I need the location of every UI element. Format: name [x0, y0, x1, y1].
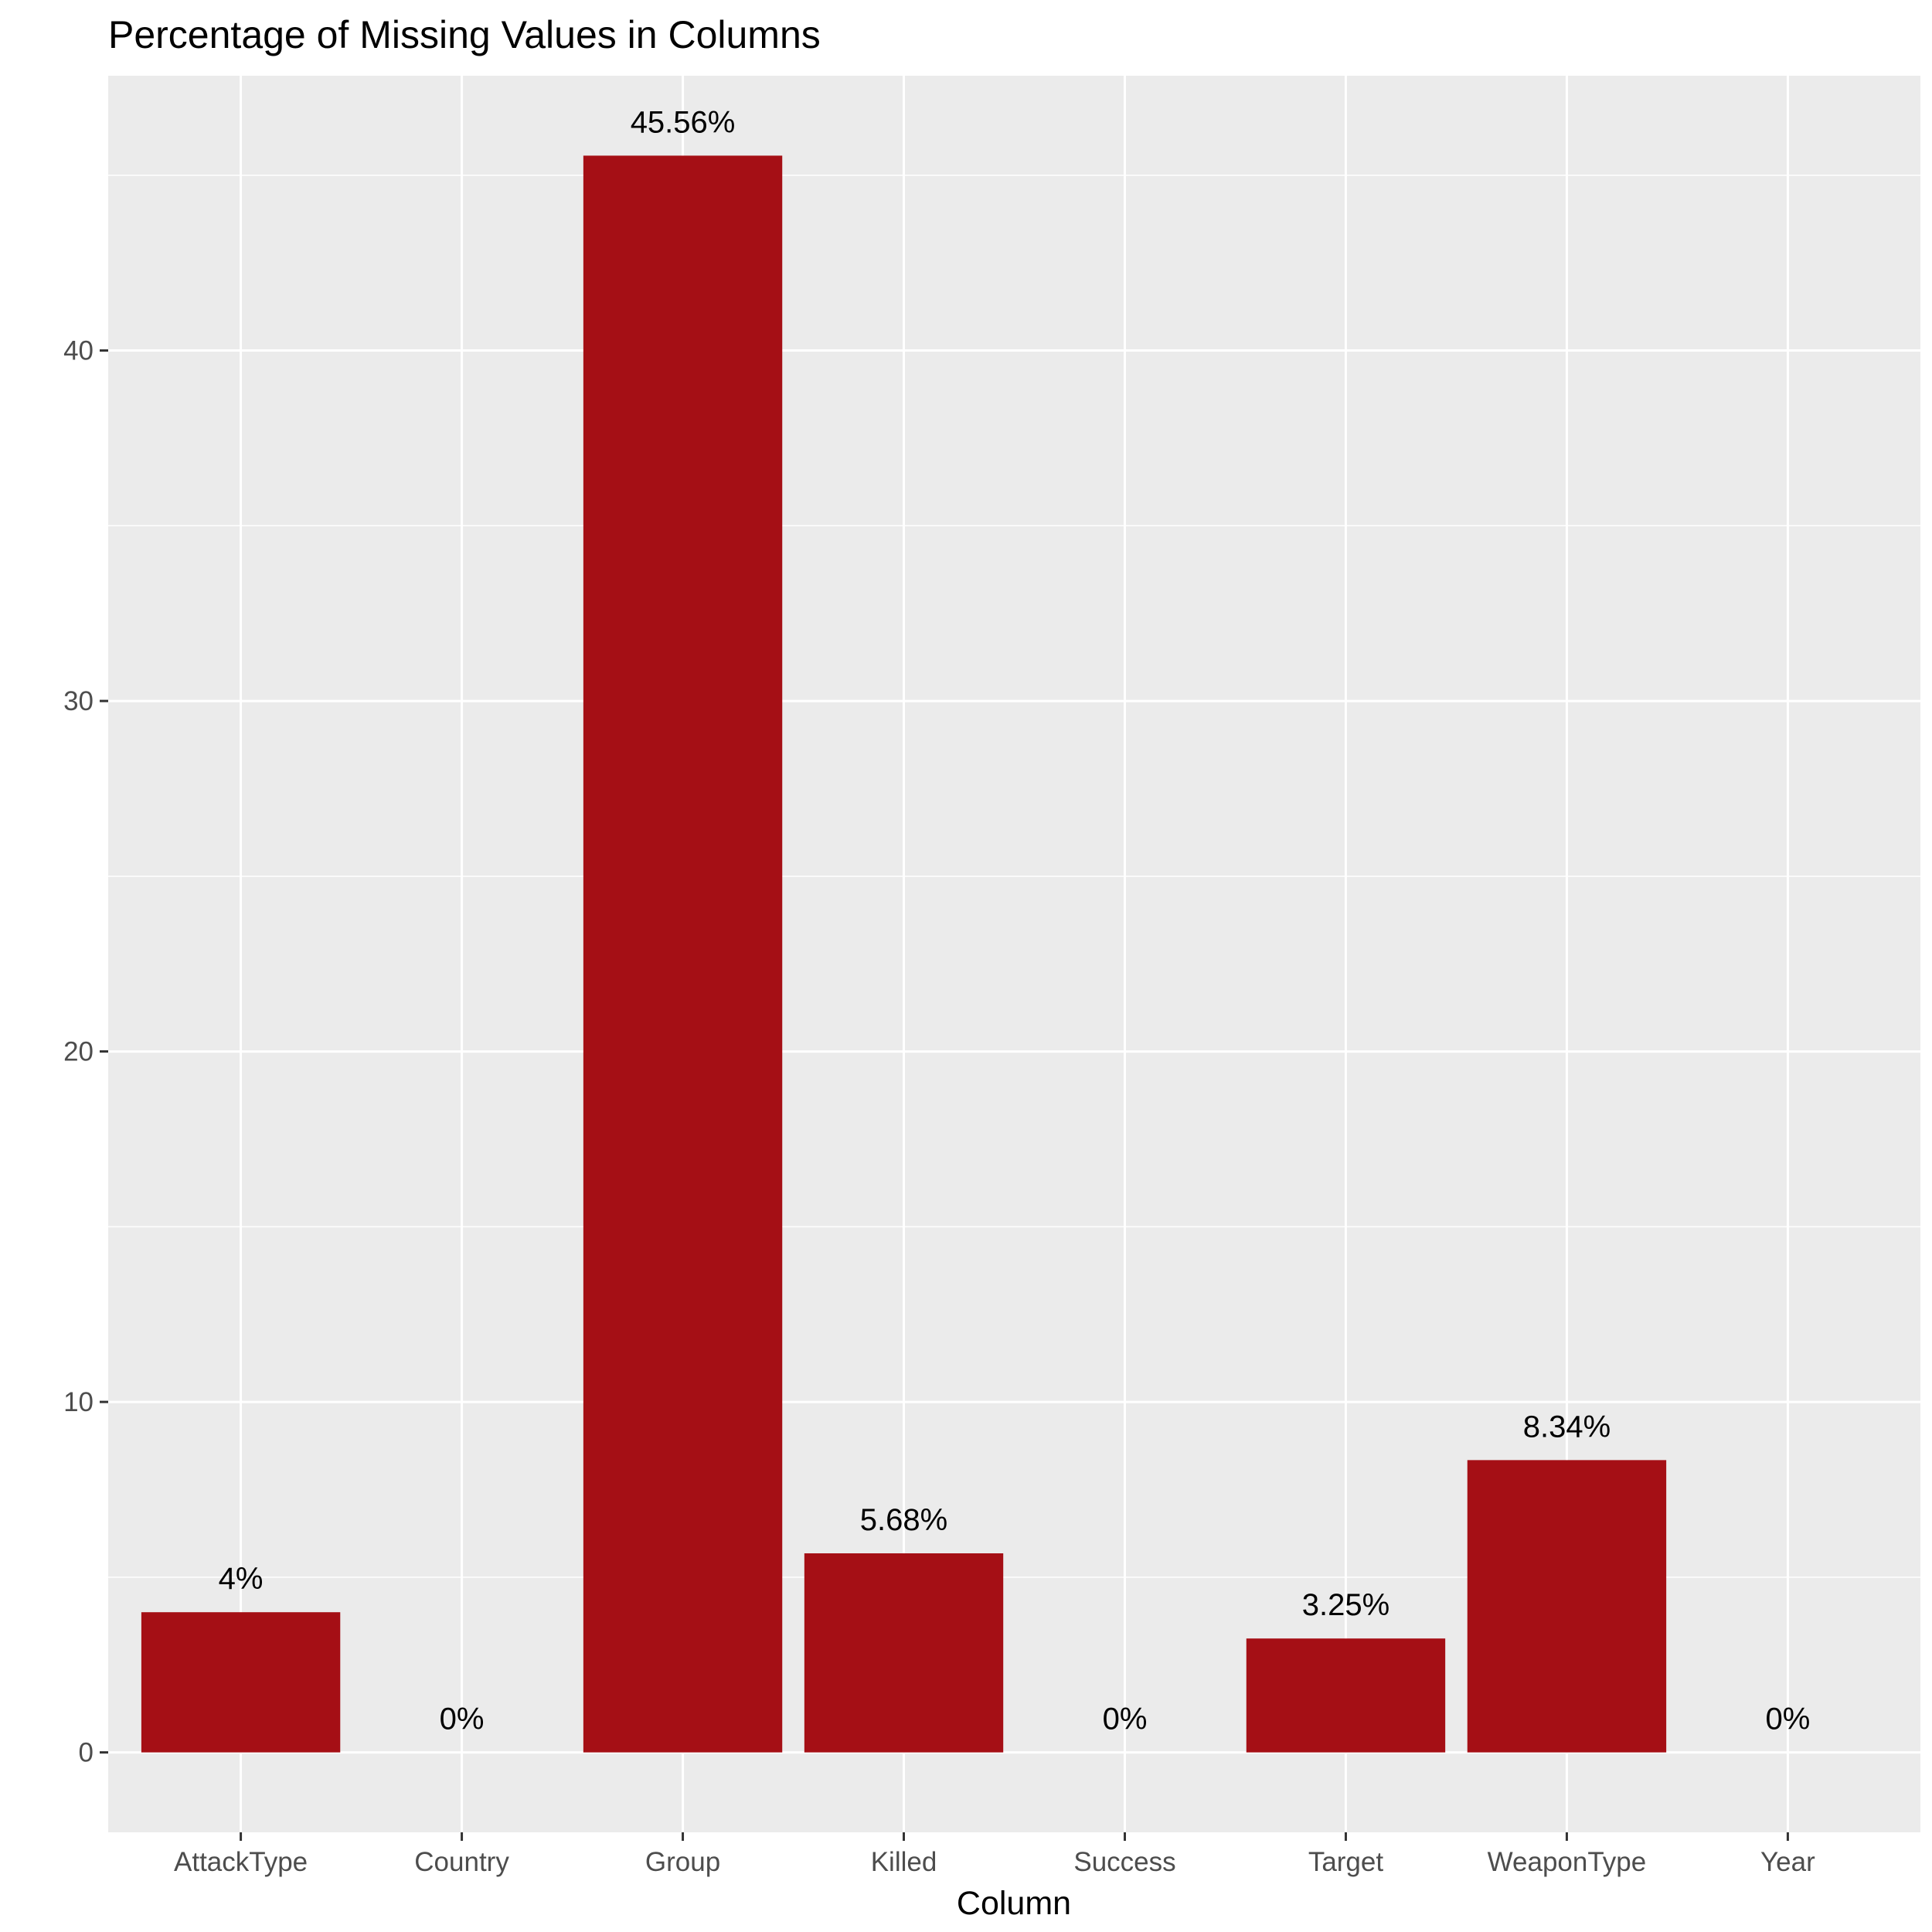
x-tick-label: Target	[1308, 1847, 1384, 1877]
x-tick-label: AttackType	[174, 1847, 308, 1877]
bars	[141, 155, 1667, 1753]
chart-title: Percentage of Missing Values in Columns	[108, 13, 821, 56]
x-axis-title: Column	[957, 1885, 1071, 1922]
x-tick-label: Killed	[871, 1847, 937, 1877]
data-label-group: 45.56%	[631, 105, 736, 139]
bar-killed	[804, 1553, 1004, 1753]
data-label-success: 0%	[1103, 1702, 1148, 1736]
bar-attacktype	[141, 1612, 341, 1753]
x-tick-label: Country	[414, 1847, 509, 1877]
y-tick-label: 40	[63, 336, 94, 366]
y-tick-label: 0	[79, 1738, 94, 1768]
major-gridlines	[108, 76, 1920, 1832]
data-label-country: 0%	[440, 1702, 485, 1736]
data-label-year: 0%	[1766, 1702, 1811, 1736]
y-tick-label: 10	[63, 1387, 94, 1417]
x-tick-label: Year	[1760, 1847, 1815, 1877]
x-axis: AttackType Country Group Killed Success Targe…	[174, 1832, 1815, 1877]
bar-target	[1246, 1638, 1446, 1753]
data-label-attacktype: 4%	[219, 1562, 264, 1596]
data-labels: 4% 0% 45.56% 5.68% 0% 3.25% 8.34% 0%	[219, 105, 1811, 1736]
y-axis: 0 10 20 30 40	[63, 336, 108, 1768]
y-tick-label: 30	[63, 686, 94, 716]
data-label-weapontype: 8.34%	[1523, 1410, 1611, 1444]
bar-weapontype	[1467, 1460, 1667, 1753]
x-tick-label: WeaponType	[1488, 1847, 1647, 1877]
data-label-target: 3.25%	[1302, 1588, 1389, 1622]
x-tick-label: Group	[645, 1847, 720, 1877]
x-tick-label: Success	[1073, 1847, 1175, 1877]
data-label-killed: 5.68%	[860, 1503, 947, 1537]
bar-group	[583, 155, 783, 1753]
y-tick-label: 20	[63, 1037, 94, 1067]
